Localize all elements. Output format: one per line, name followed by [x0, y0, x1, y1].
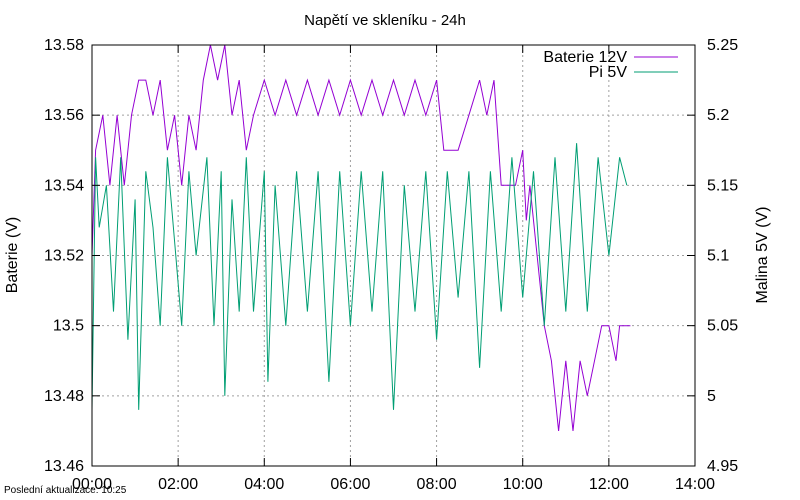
y-right-tick-label: 5.2 — [707, 107, 729, 124]
y-right-tick-label: 4.95 — [707, 458, 738, 475]
y-right-tick-label: 5 — [707, 388, 716, 405]
y-right-tick-label: 5.05 — [707, 318, 738, 335]
y-right-tick-label: 5.15 — [707, 177, 738, 194]
y-axis-left-label: Baterie (V) — [4, 217, 21, 293]
x-tick-label: 14:00 — [675, 476, 715, 493]
y-left-tick-label: 13.54 — [44, 177, 84, 194]
x-tick-label: 04:00 — [244, 476, 284, 493]
y-left-tick-label: 13.48 — [44, 388, 84, 405]
series-line-baterie-12v — [91, 44, 631, 431]
x-tick-label: 00:00 — [72, 476, 112, 493]
series-line-pi-5v — [91, 143, 628, 410]
y-axis-right-ticks: 4.95 5 5.05 5.1 5.15 5.2 5.25 — [687, 37, 738, 475]
x-tick-label: 12:00 — [589, 476, 629, 493]
x-tick-label: 02:00 — [158, 476, 198, 493]
chart-grid — [92, 45, 695, 466]
legend-label: Pi 5V — [589, 64, 628, 81]
y-right-tick-label: 5.1 — [707, 248, 729, 265]
chart-title: Napětí ve skleníku - 24h — [304, 12, 466, 29]
y-left-tick-label: 13.46 — [44, 458, 84, 475]
y-left-tick-label: 13.56 — [44, 107, 84, 124]
last-updated-text: Poslední aktualizace: 10:25 — [4, 485, 127, 496]
y-left-tick-label: 13.58 — [44, 37, 84, 54]
y-left-tick-label: 13.5 — [53, 318, 84, 335]
x-tick-label: 06:00 — [330, 476, 370, 493]
series-layer — [91, 44, 631, 431]
x-tick-label: 08:00 — [417, 476, 457, 493]
y-right-tick-label: 5.25 — [707, 37, 738, 54]
x-tick-label: 10:00 — [503, 476, 543, 493]
y-axis-right-label: Malina 5V (V) — [754, 207, 771, 304]
x-axis-ticks: 00:00 02:00 04:00 06:00 08:00 10:00 12:00 14:00 — [72, 45, 715, 493]
legend-label: Baterie 12V — [543, 49, 627, 66]
y-axis-left-ticks: 13.46 13.48 13.5 13.52 13.54 13.56 13.58 — [44, 37, 100, 475]
y-left-tick-label: 13.52 — [44, 248, 84, 265]
